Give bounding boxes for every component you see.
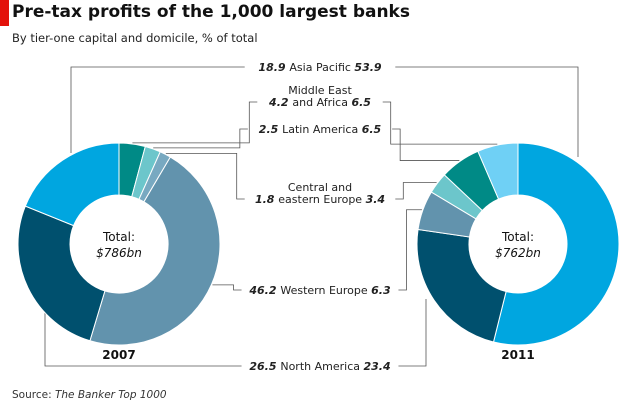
value-2011-latin-america: 6.5 — [362, 123, 382, 136]
label-line-latin-america: 2.5 Latin America 6.5 — [259, 123, 382, 136]
source-label: Source: — [12, 389, 55, 401]
label-line-north-america: 26.5 North America 23.4 — [249, 360, 390, 373]
slice-2007-asia-pacific — [24, 142, 120, 227]
region-name-asia-pacific: Asia Pacific — [289, 61, 354, 74]
slice-2011-north-america — [416, 228, 507, 343]
label-line-western-europe: 46.2 Western Europe 6.3 — [248, 284, 391, 297]
brand-red-tag — [0, 0, 9, 26]
leader-line-2011-asia-pacific — [395, 66, 579, 157]
label-line-asia-pacific: 18.9 Asia Pacific 53.9 — [258, 61, 381, 74]
value-2011-asia-pacific: 53.9 — [354, 61, 381, 74]
value-2011-central-and-eastern-europe: 3.4 — [366, 193, 386, 206]
total-label-2007: Total: — [102, 230, 135, 244]
leader-line-2011-central-and-eastern-europe — [395, 182, 437, 200]
total-value-2007: $786bn — [96, 246, 142, 260]
donut-2007: Total: $786bn 2007 — [17, 142, 221, 362]
label-north-america: 26.5 North America 23.4 — [249, 360, 390, 373]
value-2011-middle-east-and-africa: 6.5 — [351, 96, 371, 109]
label-western-europe: 46.2 Western Europe 6.3 — [248, 284, 391, 297]
region-name-latin-america: Latin America — [282, 123, 362, 136]
leader-line-2011-north-america — [398, 299, 427, 367]
chart-subtitle: By tier-one capital and domicile, % of t… — [12, 31, 258, 45]
region-name-central-and-eastern-europe: eastern Europe — [278, 193, 365, 206]
slice-2007-western-europe — [89, 156, 221, 346]
region-name-western-europe: Western Europe — [280, 284, 371, 297]
region-name-north-america: North America — [280, 360, 363, 373]
region-name-middle-east-and-africa: and Africa — [292, 96, 351, 109]
value-2011-north-america: 23.4 — [363, 360, 390, 373]
leader-line-2007-asia-pacific — [70, 66, 245, 153]
slice-2011-middle-east-and-africa — [477, 142, 519, 200]
value-2007-central-and-eastern-europe: 1.8 — [255, 193, 278, 206]
value-2007-latin-america: 2.5 — [259, 123, 282, 136]
label-line-and-africa: 4.2 and Africa 6.5 — [268, 96, 371, 109]
source-note: Source: The Banker Top 1000 — [12, 389, 167, 401]
value-2011-western-europe: 6.3 — [371, 284, 391, 297]
leader-line-2007-middle-east-and-africa — [132, 101, 258, 144]
donuts: Total: $786bn 2007 Total: $762bn 2011 — [17, 142, 620, 362]
label-line-central-and: Central and — [288, 181, 352, 194]
leader-line-2007-latin-america — [153, 128, 248, 149]
total-label-2011: Total: — [501, 230, 534, 244]
label-line-eastern-europe: 1.8 eastern Europe 3.4 — [255, 193, 385, 206]
chart-title: Pre-tax profits of the 1,000 largest ban… — [12, 2, 410, 22]
leader-line-2011-latin-america — [392, 128, 460, 161]
value-2007-western-europe: 46.2 — [248, 284, 280, 297]
label-line-middle-east: Middle East — [288, 84, 352, 97]
donut-2011: Total: $762bn 2011 — [416, 142, 620, 362]
slice-2007-north-america — [17, 205, 106, 342]
leader-line-2011-western-europe — [398, 209, 422, 291]
source-name: The Banker Top 1000 — [54, 389, 167, 401]
label-latin-america: 2.5 Latin America 6.5 — [259, 123, 382, 136]
leader-line-2007-central-and-eastern-europe — [165, 152, 245, 200]
leader-lines — [44, 66, 579, 367]
value-2007-asia-pacific: 18.9 — [258, 61, 289, 74]
slice-2011-asia-pacific — [492, 142, 620, 346]
value-2007-middle-east-and-africa: 4.2 — [268, 96, 292, 109]
year-label-2007: 2007 — [102, 348, 135, 362]
value-2007-north-america: 26.5 — [249, 360, 280, 373]
total-value-2011: $762bn — [495, 246, 541, 260]
leader-line-2007-north-america — [44, 299, 242, 367]
leader-line-2007-western-europe — [212, 284, 242, 291]
year-label-2011: 2011 — [501, 348, 534, 362]
label-asia-pacific: 18.9 Asia Pacific 53.9 — [258, 61, 381, 74]
leader-line-2011-middle-east-and-africa — [382, 101, 498, 145]
